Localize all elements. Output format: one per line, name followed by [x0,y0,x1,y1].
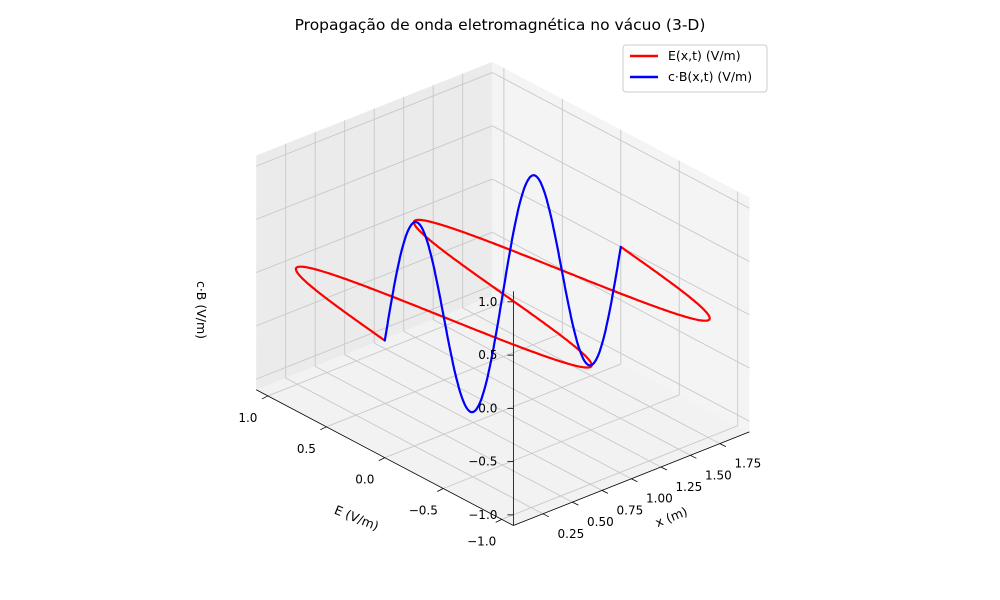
x-tick-label: 1.75 [735,457,762,471]
e-tick [320,426,327,431]
e-tick-label: −0.5 [409,504,438,518]
x-tick-label: 1.25 [676,480,703,494]
z-axis-label: c·B (V/m) [194,281,209,339]
grid-line [491,125,750,262]
x-tick-label: 0.25 [558,527,585,541]
x-tick [601,490,609,494]
e-tick [378,457,385,462]
x-tick [660,466,668,471]
grid-line [443,394,680,489]
e-tick-label: 0.0 [355,473,374,487]
e-tick [495,518,502,523]
x-tick [631,478,638,483]
x-axis-label: x (m) [653,504,690,530]
grid-line [491,285,750,422]
x-tick-label: 0.50 [587,515,614,529]
grid-line [267,301,505,397]
grid-line [491,231,750,369]
grid-line [256,72,493,167]
cb-tick-label: −0.5 [468,455,497,469]
series-layer [294,174,711,414]
grid-line [491,72,750,209]
chart-title: Propagação de onda eletromagnética no vá… [295,16,706,34]
e-tick [261,395,269,400]
e-tick [437,488,444,492]
legend-box [622,44,768,93]
cb-tick-label: 0.5 [478,348,497,362]
legend: E(x,t) (V/m) c·B(x,t) (V/m) [622,44,768,93]
cb-tick-label: 1.0 [478,295,497,309]
grid-line [501,425,738,520]
grid-line [256,231,493,327]
cb-tick-label: −1.0 [468,508,497,522]
e-tick-label: −1.0 [467,534,496,548]
cb-tick-label: 0.0 [478,401,497,415]
e-tick-label: 1.0 [238,411,257,425]
x-tick-label: 1.50 [705,468,732,482]
e-tick-label: 0.5 [297,442,316,456]
legend-label-cb: c·B(x,t) (V/m) [668,69,752,84]
x-tick-label: 0.75 [617,503,644,517]
x-tick-label: 1.00 [646,492,673,506]
grid-line [384,363,621,459]
legend-label-e: E(x,t) (V/m) [668,48,741,63]
x-tick [690,454,697,459]
grid-line [256,125,493,220]
x-tick [542,513,550,518]
axis-lines [256,291,750,526]
tick-labels: 0.250.500.751.001.251.501.75 −1.0 −0.5 0.0 0… [238,295,761,549]
series-line-cb [383,174,622,414]
y-axis-label: E (V/m) [332,502,381,533]
x-tick [719,443,727,447]
grid-line [256,178,493,274]
x-tick [572,501,579,506]
